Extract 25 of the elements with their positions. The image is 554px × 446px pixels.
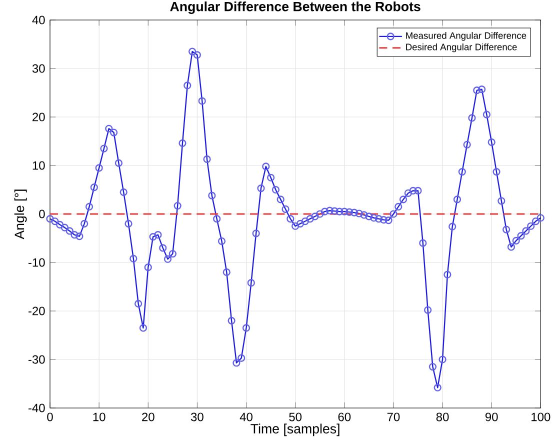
y-tick-label: -30 [28,355,45,364]
chart-title: Angular Difference Between the Robots [170,1,420,14]
y-tick-label: 0 [39,210,45,218]
x-axis-title: Time [samples] [250,424,340,436]
x-tick-label: 0 [47,412,53,422]
x-tick-label: 80 [436,412,449,422]
y-tick-label: -40 [28,404,45,412]
x-tick-label: 30 [190,412,204,422]
x-tick-label: 90 [485,412,498,422]
y-tick-label: 10 [32,161,45,170]
y-tick-label: 30 [32,64,45,73]
x-tick-label: 10 [93,412,106,422]
y-tick-label: -20 [28,306,45,316]
legend-label: Measured Angular Difference [406,32,526,41]
x-tick-label: 60 [338,412,351,422]
x-tick-label: 40 [240,412,252,422]
y-axis-title: Angle [°] [14,190,27,240]
y-tick-label: -10 [28,258,45,267]
x-tick-label: 70 [387,412,400,422]
x-tick-label: 100 [532,412,550,422]
x-tick-label: 20 [142,412,154,422]
y-tick-label: 20 [32,112,45,122]
y-tick-label: 40 [32,16,45,24]
x-tick-label: 50 [289,412,302,422]
legend-label: Desired Angular Difference [406,43,517,52]
